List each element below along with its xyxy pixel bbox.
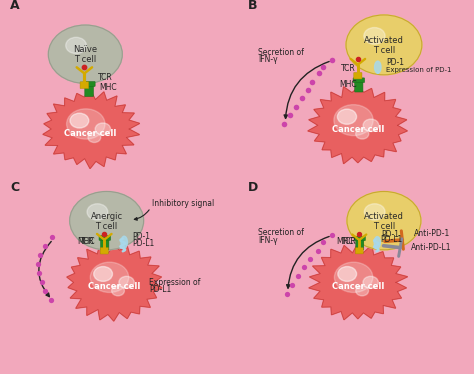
Circle shape <box>346 15 422 75</box>
Text: PD-1: PD-1 <box>381 230 399 239</box>
Text: Cancer cell: Cancer cell <box>332 125 384 134</box>
Text: Naïve: Naïve <box>73 45 97 54</box>
Circle shape <box>356 129 369 139</box>
Text: IFN-γ: IFN-γ <box>258 236 278 245</box>
Text: Secretion of: Secretion of <box>258 228 304 237</box>
Text: TCR: TCR <box>342 237 357 246</box>
Text: MHC: MHC <box>337 237 354 246</box>
Text: Activated: Activated <box>364 36 404 45</box>
Text: T cell: T cell <box>74 55 96 64</box>
Text: D: D <box>247 181 258 194</box>
FancyBboxPatch shape <box>353 78 365 83</box>
Ellipse shape <box>374 61 381 73</box>
Polygon shape <box>43 89 140 169</box>
FancyBboxPatch shape <box>80 82 89 89</box>
FancyArrowPatch shape <box>284 61 329 118</box>
Text: B: B <box>247 0 257 12</box>
Circle shape <box>334 105 373 136</box>
Text: Expression of: Expression of <box>149 278 201 287</box>
Text: PD-L1: PD-L1 <box>380 235 402 244</box>
Circle shape <box>88 132 100 142</box>
Text: IFN-γ: IFN-γ <box>258 55 278 64</box>
FancyBboxPatch shape <box>356 248 363 254</box>
Circle shape <box>94 267 112 281</box>
Circle shape <box>66 109 105 139</box>
Text: Cancer cell: Cancer cell <box>64 129 116 138</box>
FancyBboxPatch shape <box>354 236 365 240</box>
Text: Anergic: Anergic <box>91 212 123 221</box>
Circle shape <box>337 109 356 124</box>
Text: PD-L1: PD-L1 <box>149 285 172 294</box>
Circle shape <box>363 276 378 288</box>
Text: TCR: TCR <box>80 237 95 246</box>
FancyBboxPatch shape <box>99 236 110 240</box>
Circle shape <box>70 113 89 128</box>
FancyArrowPatch shape <box>134 210 149 220</box>
Text: PD-1: PD-1 <box>133 232 151 241</box>
Text: A: A <box>10 0 20 12</box>
Circle shape <box>90 262 129 292</box>
Circle shape <box>70 191 144 250</box>
Text: Inhibitory signal: Inhibitory signal <box>152 199 214 208</box>
Circle shape <box>365 204 385 220</box>
Circle shape <box>48 25 122 83</box>
Circle shape <box>119 276 134 288</box>
Text: T cell: T cell <box>96 222 118 231</box>
Text: Cancer cell: Cancer cell <box>332 282 384 291</box>
Text: T cell: T cell <box>373 222 395 231</box>
Text: TCR: TCR <box>341 64 356 73</box>
Circle shape <box>335 262 373 292</box>
FancyBboxPatch shape <box>85 83 93 96</box>
Text: Activated: Activated <box>364 212 404 221</box>
Text: Expression of PD-1: Expression of PD-1 <box>386 67 452 73</box>
Polygon shape <box>309 243 408 320</box>
Text: Anti-PD-L1: Anti-PD-L1 <box>410 243 451 252</box>
FancyArrowPatch shape <box>287 236 329 288</box>
Text: MHC: MHC <box>339 80 356 89</box>
Circle shape <box>364 28 385 44</box>
Circle shape <box>95 123 110 135</box>
FancyBboxPatch shape <box>355 79 363 92</box>
Polygon shape <box>308 87 407 164</box>
Ellipse shape <box>121 236 128 248</box>
Text: Secretion of: Secretion of <box>258 48 304 57</box>
Text: MHC: MHC <box>100 83 117 92</box>
Text: Cancer cell: Cancer cell <box>88 282 140 291</box>
Circle shape <box>66 37 86 53</box>
FancyArrowPatch shape <box>39 242 51 297</box>
Text: PD-L1: PD-L1 <box>132 239 155 248</box>
Circle shape <box>338 267 356 281</box>
Text: Anti-PD-1: Anti-PD-1 <box>414 229 450 238</box>
Circle shape <box>347 191 421 250</box>
Text: MHC: MHC <box>78 237 95 246</box>
FancyBboxPatch shape <box>354 73 362 79</box>
Circle shape <box>363 119 379 132</box>
Circle shape <box>356 286 369 296</box>
Ellipse shape <box>374 237 381 248</box>
Text: T cell: T cell <box>373 46 395 55</box>
FancyBboxPatch shape <box>83 82 95 86</box>
Polygon shape <box>67 245 162 321</box>
Text: C: C <box>10 181 19 194</box>
FancyBboxPatch shape <box>356 237 364 250</box>
Text: PD-1: PD-1 <box>386 58 404 67</box>
Circle shape <box>111 286 124 296</box>
FancyBboxPatch shape <box>100 248 109 254</box>
Circle shape <box>87 204 108 220</box>
FancyBboxPatch shape <box>100 237 109 250</box>
Text: TCR: TCR <box>98 73 112 82</box>
